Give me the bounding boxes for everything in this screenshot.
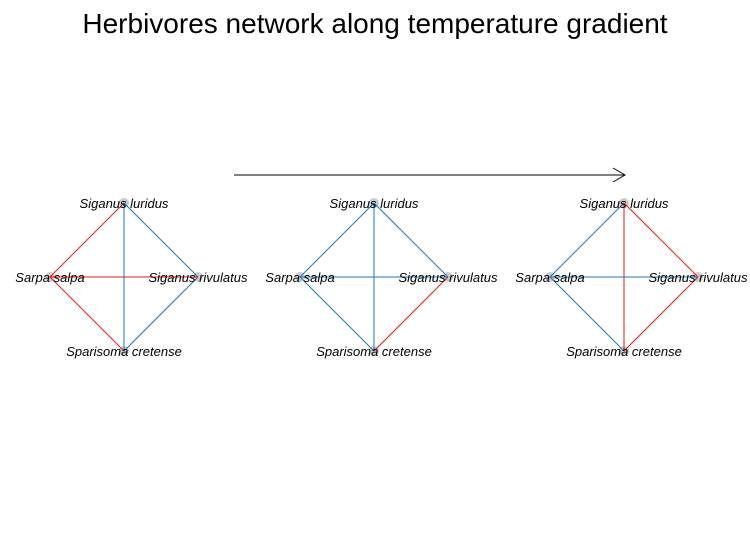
node-label-siganus-rivulatus: Siganus rivulatus — [399, 270, 498, 285]
node-label-sarpa-salpa: Sarpa salpa — [265, 270, 334, 285]
node-label-siganus-rivulatus: Siganus rivulatus — [649, 270, 748, 285]
edge-sarpa-salpa-sparisoma-cretense — [299, 276, 375, 352]
node-label-siganus-luridus: Siganus luridus — [330, 196, 419, 211]
edge-siganus-luridus-siganus-rivulatus — [373, 202, 449, 278]
node-label-sarpa-salpa: Sarpa salpa — [515, 270, 584, 285]
node-label-sparisoma-cretense: Sparisoma cretense — [316, 344, 432, 359]
temperature-gradient-arrowhead — [612, 167, 626, 183]
edge-siganus-luridus-siganus-rivulatus — [623, 202, 699, 278]
edge-sarpa-salpa-sparisoma-cretense — [549, 276, 625, 352]
node-label-sparisoma-cretense: Sparisoma cretense — [566, 344, 682, 359]
network-3: Siganus luridus Sarpa salpa Siganus rivula… — [515, 196, 748, 359]
network-2: Siganus luridus Sarpa salpa Siganus rivula… — [265, 196, 498, 359]
edge-siganus-rivulatus-sparisoma-cretense — [373, 276, 449, 352]
node-label-siganus-rivulatus: Siganus rivulatus — [149, 270, 248, 285]
edge-siganus-rivulatus-sparisoma-cretense — [623, 276, 699, 352]
edge-siganus-luridus-sarpa-salpa — [49, 202, 125, 278]
edge-sarpa-salpa-sparisoma-cretense — [49, 276, 125, 352]
edge-siganus-rivulatus-sparisoma-cretense — [123, 276, 199, 352]
node-label-siganus-luridus: Siganus luridus — [580, 196, 669, 211]
figure-title: Herbivores network along temperature gra… — [82, 8, 668, 39]
network-1: Siganus luridus Sarpa salpa Siganus rivula… — [15, 196, 248, 359]
node-label-sarpa-salpa: Sarpa salpa — [15, 270, 84, 285]
networks-layer: Siganus luridus Sarpa salpa Siganus rivula… — [15, 196, 748, 359]
edge-siganus-luridus-siganus-rivulatus — [123, 202, 199, 278]
node-label-sparisoma-cretense: Sparisoma cretense — [66, 344, 182, 359]
node-label-siganus-luridus: Siganus luridus — [80, 196, 169, 211]
edge-siganus-luridus-sarpa-salpa — [549, 202, 625, 278]
edge-siganus-luridus-sarpa-salpa — [299, 202, 375, 278]
